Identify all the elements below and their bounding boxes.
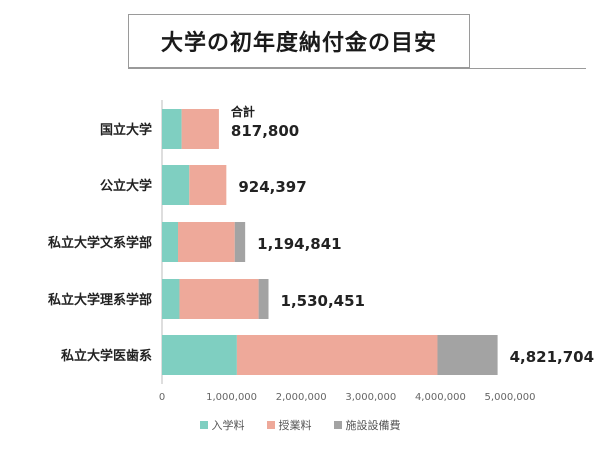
total-value-label: 4,821,704 bbox=[510, 348, 594, 366]
bar-segment-shisetsu bbox=[234, 222, 246, 262]
legend-label: 施設設備費 bbox=[345, 419, 401, 432]
category-label: 私立大学文系学部 bbox=[48, 235, 152, 251]
bar-segment-jugyo bbox=[181, 109, 219, 149]
total-caption: 合計 bbox=[231, 104, 255, 119]
x-tick-label: 0 bbox=[159, 392, 165, 403]
bar-segment-nyugaku bbox=[162, 165, 190, 205]
legend-swatch bbox=[333, 421, 342, 429]
category-label: 国立大学 bbox=[100, 122, 152, 138]
x-tick-label: 4,000,000 bbox=[415, 392, 466, 403]
title-underline bbox=[128, 68, 586, 69]
total-value-label: 817,800 bbox=[231, 122, 299, 140]
category-label: 私立大学理系学部 bbox=[48, 292, 152, 308]
bar-segment-jugyo bbox=[236, 335, 438, 375]
legend-item: 授業料 bbox=[266, 417, 312, 433]
bar-segment-nyugaku bbox=[162, 222, 179, 262]
bar-segment-jugyo bbox=[178, 222, 235, 262]
legend-label: 授業料 bbox=[278, 419, 312, 432]
bar-segment-jugyo bbox=[179, 279, 259, 319]
total-value-label: 924,397 bbox=[238, 178, 306, 196]
total-value-label: 1,530,451 bbox=[281, 292, 365, 310]
chart-legend: 入学料 授業料 施設設備費 bbox=[0, 417, 600, 433]
bar-segment-nyugaku bbox=[162, 279, 180, 319]
x-tick-label: 5,000,000 bbox=[485, 392, 536, 403]
bar-segment-shisetsu bbox=[258, 279, 269, 319]
bar-segment-nyugaku bbox=[162, 335, 237, 375]
bar-segment-shisetsu bbox=[437, 335, 498, 375]
legend-item: 施設設備費 bbox=[333, 417, 401, 433]
total-value-label: 1,194,841 bbox=[257, 235, 341, 253]
legend-label: 入学料 bbox=[211, 419, 245, 432]
legend-swatch bbox=[199, 421, 208, 429]
legend-swatch bbox=[266, 421, 275, 429]
x-tick-label: 1,000,000 bbox=[206, 392, 257, 403]
category-label: 私立大学医歯系 bbox=[61, 348, 152, 364]
category-label: 公立大学 bbox=[100, 178, 152, 194]
x-tick-label: 2,000,000 bbox=[276, 392, 327, 403]
bar-segment-nyugaku bbox=[162, 109, 182, 149]
legend-item: 入学料 bbox=[199, 417, 245, 433]
chart-title: 大学の初年度納付金の目安 bbox=[128, 14, 470, 68]
bar-segment-jugyo bbox=[189, 165, 227, 205]
x-tick-label: 3,000,000 bbox=[345, 392, 396, 403]
